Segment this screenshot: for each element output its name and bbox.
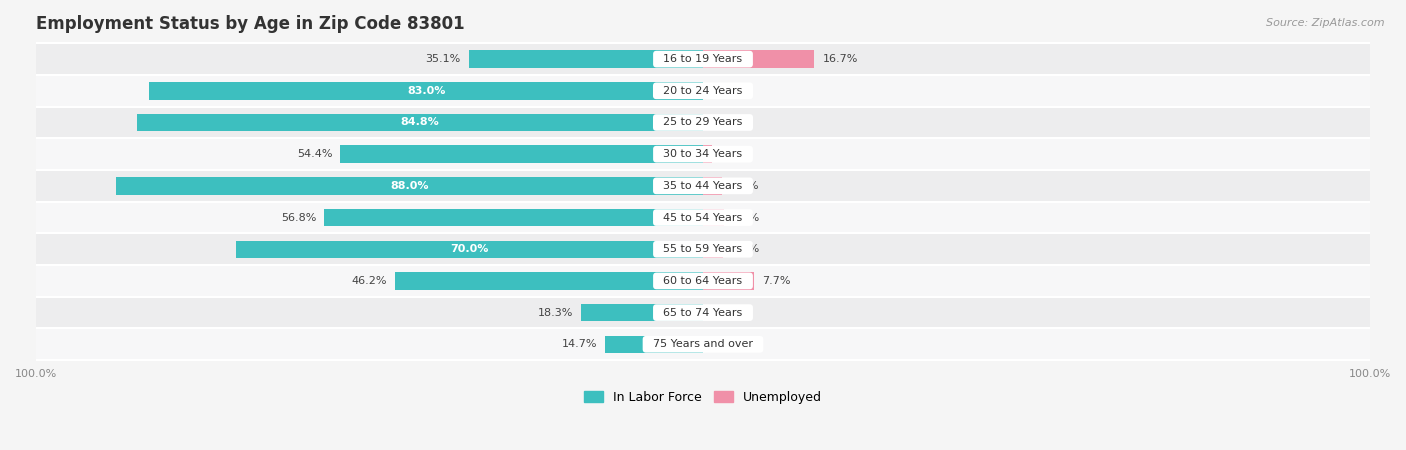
Bar <box>37 138 1369 170</box>
Text: 2.8%: 2.8% <box>730 181 758 191</box>
Text: 75 Years and over: 75 Years and over <box>645 339 761 349</box>
Bar <box>340 145 703 163</box>
Text: 46.2%: 46.2% <box>352 276 387 286</box>
Text: 0.0%: 0.0% <box>711 308 740 318</box>
Text: 18.3%: 18.3% <box>537 308 574 318</box>
Bar <box>37 234 1369 265</box>
Bar <box>703 177 721 194</box>
Bar <box>703 272 755 290</box>
Text: 83.0%: 83.0% <box>408 86 446 96</box>
Bar <box>37 43 1369 75</box>
Bar <box>325 209 703 226</box>
Bar <box>470 50 703 68</box>
Text: 25 to 29 Years: 25 to 29 Years <box>657 117 749 127</box>
Bar <box>37 297 1369 328</box>
Text: 1.3%: 1.3% <box>720 149 748 159</box>
Text: 16.7%: 16.7% <box>823 54 858 64</box>
Text: 16 to 19 Years: 16 to 19 Years <box>657 54 749 64</box>
Text: 3.1%: 3.1% <box>731 212 759 223</box>
Text: 35 to 44 Years: 35 to 44 Years <box>657 181 749 191</box>
Bar <box>149 82 703 99</box>
Text: Source: ZipAtlas.com: Source: ZipAtlas.com <box>1267 18 1385 28</box>
Text: 60 to 64 Years: 60 to 64 Years <box>657 276 749 286</box>
Bar <box>138 114 703 131</box>
Text: 65 to 74 Years: 65 to 74 Years <box>657 308 749 318</box>
Text: 7.7%: 7.7% <box>762 276 790 286</box>
Text: 0.0%: 0.0% <box>711 86 740 96</box>
Bar <box>236 241 703 258</box>
Text: 14.7%: 14.7% <box>561 339 598 349</box>
Bar <box>117 177 703 194</box>
Bar <box>703 50 814 68</box>
Text: 20 to 24 Years: 20 to 24 Years <box>657 86 749 96</box>
Text: 3.0%: 3.0% <box>731 244 759 254</box>
Text: 84.8%: 84.8% <box>401 117 440 127</box>
Bar <box>37 107 1369 138</box>
Bar <box>581 304 703 321</box>
Text: 30 to 34 Years: 30 to 34 Years <box>657 149 749 159</box>
Bar <box>395 272 703 290</box>
Text: 35.1%: 35.1% <box>426 54 461 64</box>
Bar <box>37 75 1369 107</box>
Text: 88.0%: 88.0% <box>391 181 429 191</box>
Text: 0.0%: 0.0% <box>711 339 740 349</box>
Bar <box>37 328 1369 360</box>
Text: 0.0%: 0.0% <box>711 117 740 127</box>
Bar <box>703 209 724 226</box>
Text: 55 to 59 Years: 55 to 59 Years <box>657 244 749 254</box>
Text: Employment Status by Age in Zip Code 83801: Employment Status by Age in Zip Code 838… <box>37 15 465 33</box>
Text: 56.8%: 56.8% <box>281 212 316 223</box>
Bar <box>703 145 711 163</box>
Text: 54.4%: 54.4% <box>297 149 332 159</box>
Bar <box>703 241 723 258</box>
Bar <box>605 336 703 353</box>
Bar <box>37 265 1369 297</box>
Legend: In Labor Force, Unemployed: In Labor Force, Unemployed <box>579 386 827 409</box>
Bar <box>37 202 1369 234</box>
Text: 45 to 54 Years: 45 to 54 Years <box>657 212 749 223</box>
Bar <box>37 170 1369 202</box>
Text: 70.0%: 70.0% <box>450 244 489 254</box>
